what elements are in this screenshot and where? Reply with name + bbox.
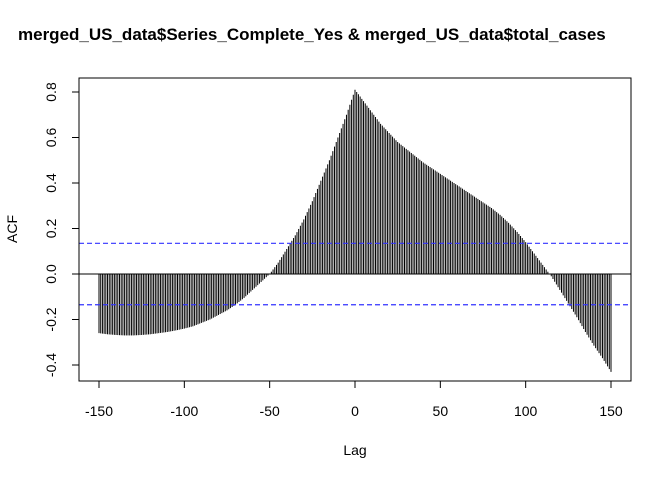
x-axis: -150 -100 -50 0 50 100 150 bbox=[85, 380, 623, 419]
y-tick-label: 0.2 bbox=[43, 219, 59, 239]
y-tick-label: 0.0 bbox=[43, 264, 59, 284]
x-tick-label: 0 bbox=[351, 403, 359, 419]
y-tick-label: 0.4 bbox=[43, 173, 59, 193]
y-tick-label: -0.2 bbox=[43, 307, 59, 331]
y-axis-label: ACF bbox=[4, 215, 20, 243]
y-tick-label: 0.8 bbox=[43, 82, 59, 102]
x-tick-label: 150 bbox=[599, 403, 623, 419]
x-tick-label: -50 bbox=[260, 403, 280, 419]
x-tick-label: 50 bbox=[433, 403, 449, 419]
y-tick-label: 0.6 bbox=[43, 128, 59, 148]
plot-area bbox=[78, 77, 632, 382]
x-axis-label: Lag bbox=[343, 442, 366, 458]
y-tick-label: -0.4 bbox=[43, 353, 59, 377]
x-tick-label: 100 bbox=[514, 403, 538, 419]
y-axis: -0.4 -0.2 0.0 0.2 0.4 0.6 0.8 bbox=[43, 82, 80, 377]
chart-title: merged_US_data$Series_Complete_Yes & mer… bbox=[18, 25, 606, 44]
acf-bars bbox=[98, 89, 612, 372]
x-tick-label: -150 bbox=[85, 403, 113, 419]
x-tick-label: -100 bbox=[170, 403, 198, 419]
